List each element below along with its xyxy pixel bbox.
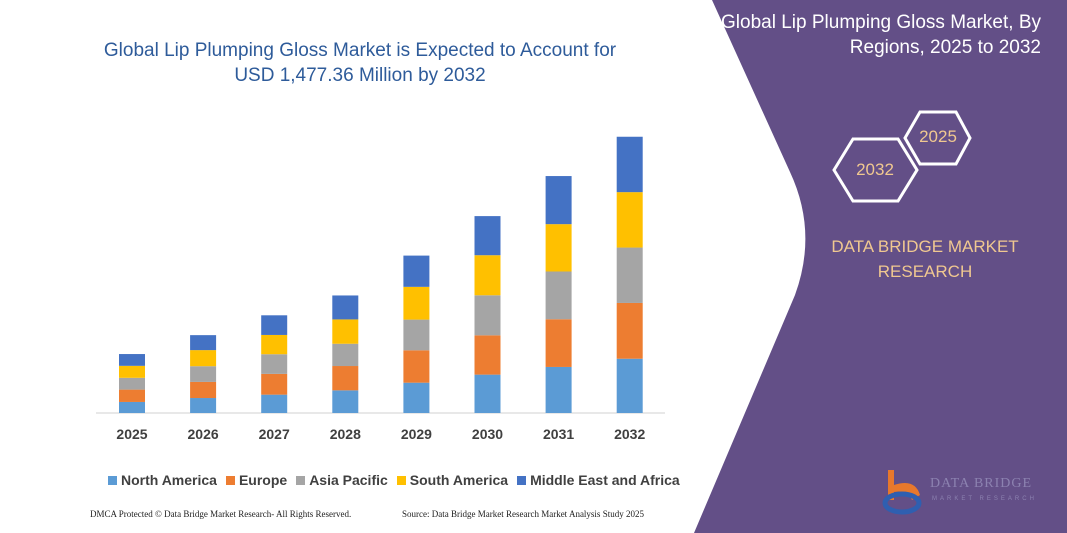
bar-2027-asia-pacific [261, 354, 288, 374]
x-tick-label: 2025 [116, 426, 148, 442]
bar-2028-europe [332, 366, 359, 391]
bar-2025-north-america [119, 401, 145, 413]
x-tick-label: 2030 [471, 426, 504, 442]
bar-2031-asia-pacific [545, 271, 572, 320]
footer-source: Source: Data Bridge Market Research Mark… [402, 509, 644, 519]
bar-2032-middle-east-and-africa [616, 136, 643, 193]
legend-label: North America [121, 472, 217, 488]
bar-2026-europe [190, 381, 217, 399]
side-panel [694, 0, 1067, 533]
legend-item: South America [396, 472, 509, 488]
bar-2031-north-america [545, 366, 572, 413]
bar-2029-north-america [403, 382, 430, 413]
x-tick-label: 2029 [400, 426, 432, 442]
bar-2025-europe [119, 389, 145, 402]
legend-label: Europe [238, 472, 288, 488]
legend-swatch [396, 475, 406, 485]
bar-2028-middle-east-and-africa [332, 295, 359, 320]
bar-2026-asia-pacific [190, 366, 217, 382]
bar-2032-europe [616, 302, 643, 359]
bar-2027-north-america [261, 394, 288, 413]
legend-item: Asia Pacific [296, 472, 388, 488]
x-tick-label: 2031 [543, 426, 575, 442]
legend-label: Asia Pacific [309, 472, 388, 488]
footer-copyright: DMCA Protected © Data Bridge Market Rese… [90, 509, 352, 519]
legend-swatch [108, 475, 117, 485]
x-tick-label: 2032 [614, 426, 646, 442]
bar-2026-south-america [190, 350, 217, 367]
hex-label-2025: 2025 [919, 127, 957, 146]
legend-label: South America [409, 472, 509, 488]
legend: North America Europe Asia Pacific South Ame… [108, 472, 680, 488]
logo-text: DATA BRIDGE [930, 476, 1033, 491]
bar-2025-asia-pacific [119, 377, 145, 390]
legend-item: Europe [225, 472, 288, 488]
bar-2030-middle-east-and-africa [474, 216, 501, 256]
legend-swatch [296, 475, 306, 485]
bar-2029-europe [403, 350, 430, 383]
bar-2029-asia-pacific [403, 319, 430, 351]
bar-2032-south-america [616, 192, 643, 248]
x-tick-label: 2028 [329, 426, 361, 442]
bar-2030-north-america [474, 374, 501, 413]
brand-name: DATA BRIDGE MARKET RESEARCH [831, 237, 1019, 281]
bar-2027-middle-east-and-africa [261, 315, 288, 335]
bar-2030-south-america [474, 255, 501, 296]
legend-item: Middle East and Africa [517, 472, 680, 488]
hex-label-2032: 2032 [856, 160, 894, 179]
logo-icon [882, 470, 922, 515]
bar-2031-europe [545, 319, 572, 367]
legend-swatch [517, 475, 527, 485]
bar-2029-south-america [403, 286, 430, 320]
bar-2028-asia-pacific [332, 343, 359, 367]
bar-2026-middle-east-and-africa [190, 335, 217, 351]
x-tick-label: 2026 [187, 426, 219, 442]
chart-title: Global Lip Plumping Gloss Market is Expe… [103, 40, 617, 86]
bar-2030-asia-pacific [474, 295, 501, 336]
bar-2030-europe [474, 335, 501, 375]
legend-item: North America [108, 472, 217, 488]
bar-2025-middle-east-and-africa [119, 354, 145, 366]
bar-2029-middle-east-and-africa [403, 255, 430, 287]
bar-2031-south-america [545, 224, 572, 272]
bar-2031-middle-east-and-africa [545, 176, 572, 225]
bar-2028-north-america [332, 390, 359, 413]
panel-title: Global Lip Plumping Gloss Market, By Reg… [721, 12, 1041, 58]
bar-2028-south-america [332, 319, 359, 344]
bar-2027-europe [261, 373, 288, 395]
bar-2032-north-america [616, 358, 643, 413]
x-tick-label: 2027 [258, 426, 290, 442]
legend-swatch [225, 475, 235, 485]
bar-2026-north-america [190, 398, 217, 413]
legend-label: Middle East and Africa [530, 472, 680, 488]
logo-subtext: MARKET RESEARCH [932, 496, 1037, 502]
bar-2032-asia-pacific [616, 247, 643, 303]
hex-2025 [903, 110, 972, 166]
hex-2032 [832, 137, 919, 203]
bar-2025-south-america [119, 365, 145, 378]
bar-2027-south-america [261, 334, 288, 355]
